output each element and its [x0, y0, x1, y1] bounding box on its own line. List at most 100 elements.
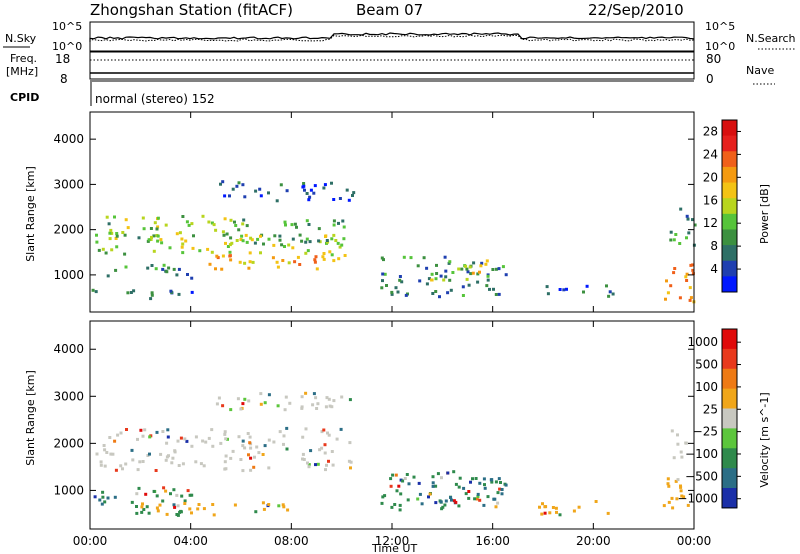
data-cell: [179, 436, 183, 440]
data-cell: [320, 430, 324, 434]
data-cell: [140, 505, 144, 509]
data-cell: [212, 223, 216, 227]
data-cell: [448, 278, 452, 282]
colorbar-segment: [722, 166, 737, 184]
data-cell: [276, 265, 280, 269]
data-cell: [675, 497, 679, 501]
data-cell: [349, 460, 353, 464]
colorbar-segment: [722, 151, 737, 168]
power-colorbar: 4 8 12 16 20 24 28: [703, 119, 741, 293]
data-cell: [332, 399, 336, 403]
data-cell: [691, 263, 695, 267]
data-cell: [313, 260, 317, 264]
data-cell: [337, 221, 340, 225]
data-cell: [678, 242, 682, 245]
data-cell: [229, 408, 233, 412]
data-cell: [500, 492, 504, 496]
data-cell: [351, 194, 354, 197]
data-cell: [230, 241, 234, 245]
freq-strip-frame: [89, 51, 695, 80]
data-cell: [152, 234, 156, 238]
data-cell: [545, 285, 549, 289]
data-cell: [551, 506, 555, 509]
data-cell: [296, 255, 300, 259]
scatter-region: [140, 501, 290, 517]
data-cell: [194, 460, 198, 464]
data-cell: [605, 284, 608, 288]
data-cell: [348, 398, 352, 402]
data-cell: [131, 458, 135, 462]
data-cell: [247, 399, 251, 403]
data-cell: [159, 238, 163, 242]
data-cell: [240, 234, 244, 238]
data-cell: [105, 451, 109, 454]
data-cell: [308, 195, 312, 199]
data-cell: [409, 256, 413, 260]
data-cell: [158, 503, 162, 507]
nsearch-tick-top: 10^5: [705, 20, 735, 33]
data-cell: [275, 260, 279, 264]
data-cell: [137, 486, 141, 490]
scatter-region: [219, 180, 356, 203]
data-cell: [223, 432, 227, 436]
data-cell: [243, 261, 247, 265]
data-cell: [243, 446, 247, 450]
data-cell: [177, 292, 181, 296]
data-cell: [210, 428, 214, 432]
data-cell: [332, 219, 336, 223]
data-cell: [94, 290, 98, 294]
data-cell: [223, 460, 227, 464]
data-cell: [486, 278, 490, 282]
data-cell: [444, 275, 448, 279]
data-cell: [434, 484, 438, 488]
data-cell: [249, 468, 253, 472]
data-cell: [401, 479, 405, 483]
data-cell: [161, 267, 165, 271]
data-cell: [140, 510, 144, 514]
data-cell: [224, 454, 228, 458]
nsky-tick-top: 10^5: [52, 20, 82, 33]
data-cell: [396, 290, 400, 294]
data-cell: [322, 252, 326, 255]
data-cell: [177, 267, 181, 271]
data-cell: [256, 237, 260, 241]
nsky-tick-bottom: 10^0: [52, 40, 82, 53]
data-cell: [469, 480, 472, 484]
data-cell: [480, 261, 484, 265]
data-cell: [458, 476, 462, 480]
data-cell: [462, 486, 466, 490]
data-cell: [416, 497, 420, 501]
data-cell: [469, 272, 473, 276]
data-cell: [304, 391, 308, 395]
data-cell: [106, 274, 110, 278]
data-cell: [156, 234, 160, 238]
data-cell: [404, 293, 408, 297]
data-cell: [161, 430, 165, 433]
data-cell: [220, 267, 224, 271]
data-cell: [146, 266, 150, 270]
data-cell: [491, 268, 495, 271]
colorbar-tick-label: −500: [685, 469, 718, 483]
data-cell: [498, 487, 502, 491]
data-cell: [166, 435, 170, 439]
data-cell: [210, 221, 214, 225]
data-cell: [261, 501, 265, 505]
data-cell: [175, 493, 179, 497]
data-cell: [162, 486, 166, 490]
data-cell: [464, 264, 468, 268]
data-cell: [425, 266, 429, 270]
data-cell: [217, 396, 221, 400]
velocity-panel: [93, 391, 690, 517]
data-cell: [148, 452, 151, 456]
data-cell: [225, 232, 229, 236]
data-cell: [318, 448, 322, 452]
data-cell: [190, 222, 194, 226]
scatter-region: [418, 477, 508, 507]
data-cell: [278, 238, 282, 242]
colorbar-tick-label: 28: [703, 124, 718, 138]
colorbar-segment: [722, 488, 737, 509]
data-cell: [608, 290, 612, 294]
data-cell: [475, 497, 479, 501]
data-cell: [439, 500, 443, 504]
data-cell: [427, 495, 430, 499]
